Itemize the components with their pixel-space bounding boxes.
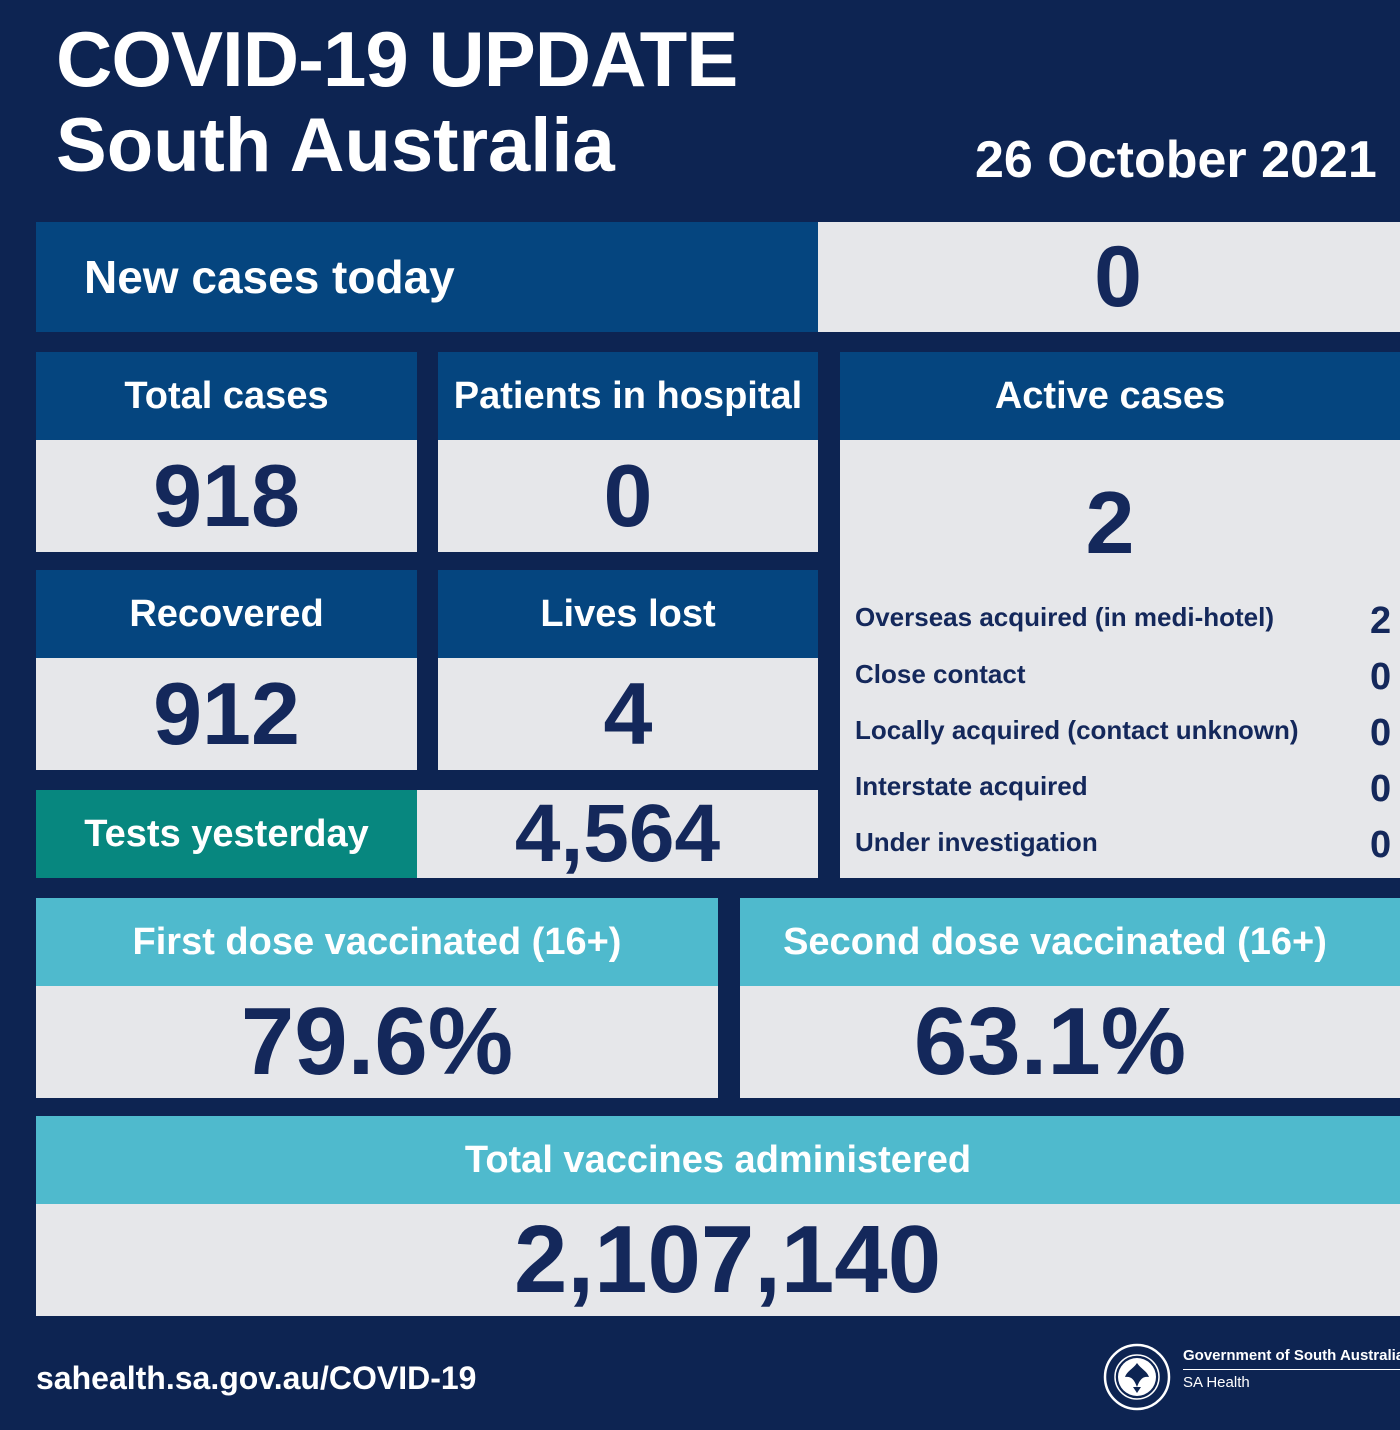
- new-cases-value: 0: [818, 222, 1400, 332]
- total-vaccines-label: Total vaccines administered: [36, 1116, 1400, 1204]
- patients-in-hospital-label: Patients in hospital: [438, 352, 818, 440]
- active-cases-panel: [840, 440, 1400, 878]
- total-cases-value: 918: [36, 440, 417, 552]
- active-cases-label: Active cases: [840, 352, 1400, 440]
- lives-lost-label: Lives lost: [438, 570, 818, 658]
- breakdown-close-contact-label: Close contact: [855, 659, 1026, 689]
- breakdown-overseas-value: 2: [1370, 600, 1392, 642]
- piping-shrike-seal-icon: [1103, 1343, 1171, 1411]
- total-cases-label: Total cases: [36, 352, 417, 440]
- gov-divider-line: [1183, 1369, 1400, 1370]
- second-dose-value: 63.1%: [740, 986, 1400, 1098]
- breakdown-locally-acquired-label: Locally acquired (contact unknown): [855, 715, 1299, 745]
- breakdown-overseas-label: Overseas acquired (in medi-hotel): [855, 602, 1275, 632]
- tests-yesterday-label: Tests yesterday: [36, 790, 417, 878]
- title-south-australia: South Australia: [56, 103, 615, 188]
- patients-in-hospital-value: 0: [438, 440, 818, 552]
- first-dose-label: First dose vaccinated (16+): [36, 898, 718, 986]
- total-vaccines-value: 2,107,140: [36, 1204, 1400, 1316]
- recovered-label: Recovered: [36, 570, 417, 658]
- active-cases-value: 2: [1085, 473, 1135, 572]
- lives-lost-value: 4: [438, 658, 818, 770]
- title-covid-update: COVID-19 UPDATE: [56, 15, 738, 103]
- update-date: 26 October 2021: [975, 131, 1377, 189]
- breakdown-locally-acquired-value: 0: [1370, 712, 1392, 754]
- breakdown-under-investigation-label: Under investigation: [855, 827, 1098, 857]
- second-dose-label: Second dose vaccinated (16+): [740, 898, 1400, 986]
- new-cases-label: New cases today: [84, 251, 455, 303]
- breakdown-under-investigation-value: 0: [1370, 824, 1392, 866]
- breakdown-interstate-value: 0: [1370, 768, 1392, 810]
- recovered-value: 912: [36, 658, 417, 770]
- sa-health-text: SA Health: [1183, 1374, 1250, 1391]
- breakdown-interstate-label: Interstate acquired: [855, 771, 1088, 801]
- new-cases-label-panel: New cases today: [36, 222, 818, 332]
- breakdown-close-contact-value: 0: [1370, 656, 1392, 698]
- tests-yesterday-value: 4,564: [417, 788, 818, 879]
- sa-health-url[interactable]: sahealth.sa.gov.au/COVID-19: [36, 1360, 477, 1396]
- government-of-south-australia-text: Government of South Australia: [1183, 1347, 1400, 1364]
- first-dose-value: 79.6%: [36, 986, 718, 1098]
